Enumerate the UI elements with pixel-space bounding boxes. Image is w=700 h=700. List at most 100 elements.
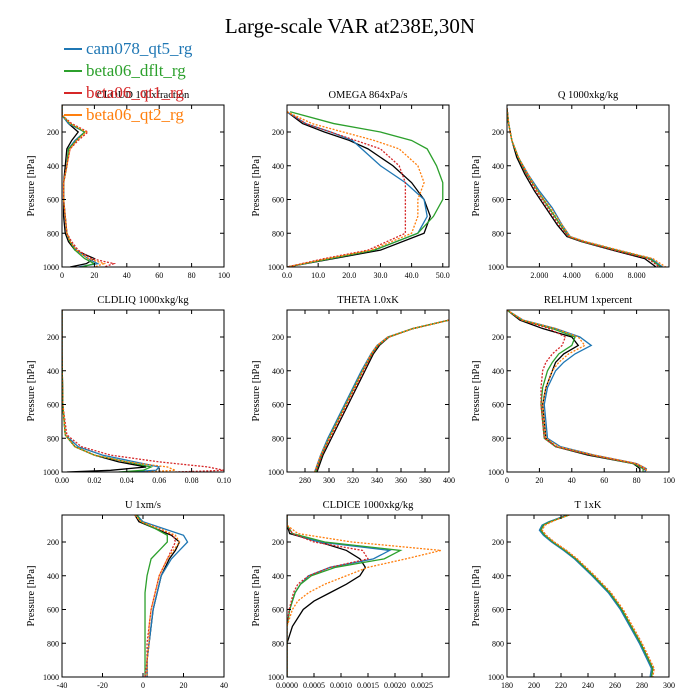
series-line bbox=[287, 515, 370, 677]
plot-frame bbox=[61, 514, 225, 678]
y-tick-label: 200 bbox=[272, 128, 284, 137]
x-tick-label: 0.0005 bbox=[303, 681, 325, 690]
y-axis-label: Pressure [hPa] bbox=[26, 156, 37, 217]
series-line bbox=[538, 515, 653, 677]
y-axis-label: Pressure [hPa] bbox=[471, 361, 482, 422]
y-tick-label: 600 bbox=[272, 196, 284, 205]
series-line bbox=[287, 515, 442, 677]
x-tick-label: 80 bbox=[188, 271, 196, 280]
legend-label: beta06_qt2_rg bbox=[86, 105, 184, 124]
x-tick-label: 0.02 bbox=[87, 476, 101, 485]
x-tick-label: -20 bbox=[97, 681, 108, 690]
series-group bbox=[538, 515, 655, 677]
x-tick-label: 2.000 bbox=[530, 271, 548, 280]
x-tick-label: 0.0000 bbox=[276, 681, 298, 690]
legend-swatch bbox=[64, 70, 82, 72]
series-line bbox=[313, 319, 449, 472]
series-line bbox=[507, 108, 667, 267]
series-line bbox=[287, 515, 403, 677]
y-axis-label: Pressure [hPa] bbox=[26, 361, 37, 422]
y-tick-label: 600 bbox=[492, 401, 504, 410]
y-axis-label: Pressure [hPa] bbox=[251, 361, 262, 422]
series-line bbox=[287, 111, 444, 267]
x-tick-label: 20 bbox=[535, 476, 543, 485]
x-tick-label: 340 bbox=[371, 476, 383, 485]
y-tick-label: 800 bbox=[492, 229, 504, 238]
x-tick-label: 320 bbox=[347, 476, 359, 485]
panel-title: THETA 1.0xK bbox=[337, 295, 399, 306]
series-line bbox=[136, 515, 168, 677]
y-tick-label: 200 bbox=[492, 128, 504, 137]
x-tick-label: 280 bbox=[299, 476, 311, 485]
legend-label: beta06_dflt_rg bbox=[86, 61, 186, 80]
x-tick-label: 0.0015 bbox=[357, 681, 379, 690]
panel-title: RELHUM 1xpercent bbox=[544, 295, 632, 306]
series-line bbox=[287, 111, 432, 267]
panel-title: Q 1000xkg/kg bbox=[558, 90, 619, 101]
x-tick-label: 100 bbox=[218, 271, 230, 280]
legend-swatch bbox=[64, 48, 82, 50]
x-tick-label: 4.000 bbox=[563, 271, 581, 280]
series-line bbox=[62, 310, 176, 472]
y-tick-label: 200 bbox=[492, 538, 504, 547]
plot-frame bbox=[61, 309, 225, 473]
y-tick-label: 400 bbox=[47, 162, 59, 171]
y-tick-label: 800 bbox=[47, 639, 59, 648]
series-line bbox=[287, 111, 428, 267]
series-line bbox=[134, 515, 177, 677]
legend-swatch bbox=[64, 114, 82, 116]
panel-1: OMEGA 864xPa/s Pressure [hPa] 0.0 10.0 20.0 3… bbox=[251, 90, 450, 280]
x-tick-label: 20 bbox=[180, 681, 188, 690]
legend: cam078_qt5_rg beta06_dflt_rg beta06_qt1_rg… bbox=[64, 38, 192, 126]
y-axis-label: Pressure [hPa] bbox=[26, 566, 37, 627]
series-line bbox=[62, 310, 147, 472]
series-group bbox=[287, 515, 442, 677]
x-tick-label: 60 bbox=[155, 271, 163, 280]
x-tick-label: 40.0 bbox=[405, 271, 419, 280]
series-line bbox=[134, 515, 181, 677]
x-tick-label: 0.0 bbox=[282, 271, 292, 280]
legend-item: beta06_dflt_rg bbox=[64, 60, 192, 82]
y-tick-label: 1000 bbox=[43, 263, 59, 272]
x-tick-label: 60 bbox=[600, 476, 608, 485]
x-tick-label: 0 bbox=[505, 476, 509, 485]
y-tick-label: 200 bbox=[272, 538, 284, 547]
series-line bbox=[287, 515, 367, 677]
x-tick-label: 0 bbox=[141, 681, 145, 690]
y-tick-label: 800 bbox=[272, 639, 284, 648]
x-tick-label: 0.0010 bbox=[330, 681, 352, 690]
plot-frame bbox=[61, 104, 225, 268]
x-tick-label: 10.0 bbox=[311, 271, 325, 280]
legend-swatch bbox=[64, 92, 82, 94]
series-group bbox=[62, 105, 117, 267]
panel-6: U 1xm/s Pressure [hPa] -40 -20 0 20 40 200 400 60… bbox=[26, 500, 228, 690]
x-tick-label: 300 bbox=[323, 476, 335, 485]
y-tick-label: 800 bbox=[492, 639, 504, 648]
y-tick-label: 400 bbox=[47, 572, 59, 581]
plot-frame bbox=[506, 104, 670, 268]
x-tick-label: 0.06 bbox=[152, 476, 166, 485]
panel-title: CLDLIQ 1000xkg/kg bbox=[97, 295, 189, 306]
series-group bbox=[507, 108, 667, 267]
series-group bbox=[62, 310, 224, 472]
series-line bbox=[287, 111, 407, 267]
y-tick-label: 600 bbox=[47, 606, 59, 615]
series-group bbox=[507, 310, 648, 472]
series-line bbox=[507, 310, 644, 472]
series-line bbox=[507, 108, 657, 267]
panel-2: Q 1000xkg/kg Pressure [hPa] 2.000 4.000 6.00… bbox=[471, 90, 670, 280]
y-tick-label: 600 bbox=[492, 606, 504, 615]
x-tick-label: 260 bbox=[609, 681, 621, 690]
series-group bbox=[287, 111, 444, 267]
panel-title: CLOUD 100xfraction bbox=[97, 90, 190, 101]
y-tick-label: 200 bbox=[272, 333, 284, 342]
series-line bbox=[62, 310, 224, 472]
x-tick-label: 40 bbox=[568, 476, 576, 485]
y-tick-label: 800 bbox=[47, 229, 59, 238]
panel-7: CLDICE 1000xkg/kg Pressure [hPa] 0.0000 0.0… bbox=[251, 500, 450, 690]
y-tick-label: 400 bbox=[272, 572, 284, 581]
series-line bbox=[507, 310, 647, 472]
x-tick-label: 280 bbox=[636, 681, 648, 690]
